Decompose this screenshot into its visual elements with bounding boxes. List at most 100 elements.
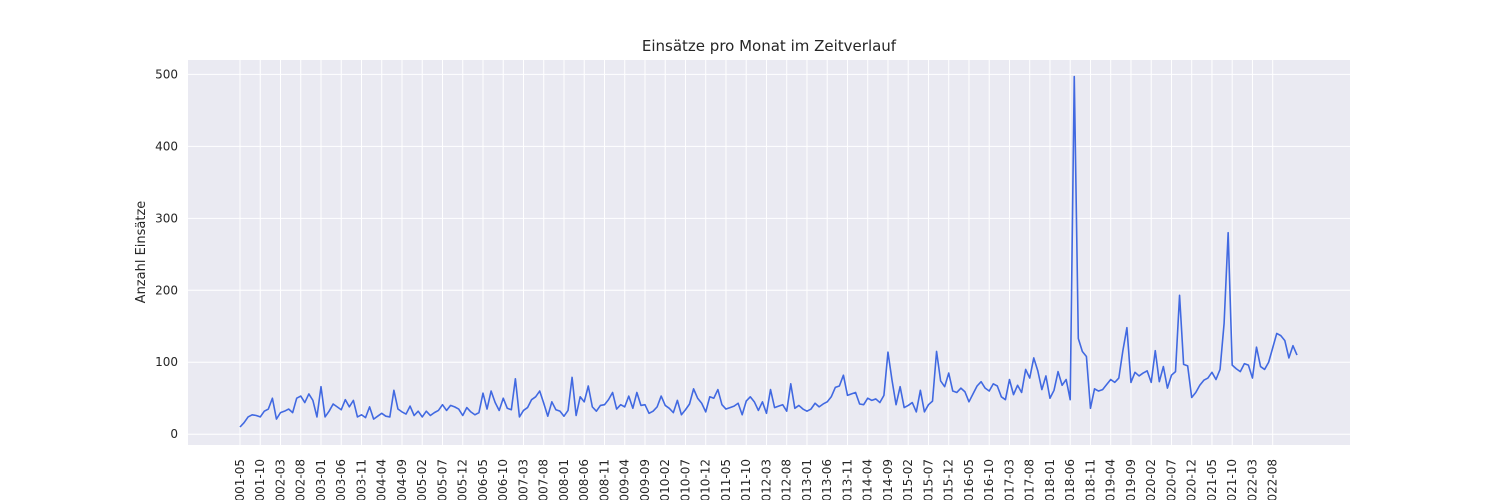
data-point (660, 395, 662, 397)
data-point (802, 408, 804, 410)
data-point (1061, 384, 1063, 386)
x-tick-label: 2013-01 (800, 459, 814, 500)
data-point (834, 386, 836, 388)
data-point (948, 372, 950, 374)
data-point (506, 407, 508, 409)
data-point (782, 404, 784, 406)
data-point (458, 408, 460, 410)
data-point (405, 413, 407, 415)
data-point (972, 393, 974, 395)
data-point (531, 399, 533, 401)
data-point (838, 385, 840, 387)
data-point (996, 385, 998, 387)
x-tick-label: 2008-01 (557, 459, 571, 500)
x-tick-label: 2010-12 (699, 459, 713, 500)
x-tick-label: 2019-04 (1104, 459, 1118, 500)
data-point (624, 406, 626, 408)
data-point (1268, 361, 1270, 363)
data-point (798, 404, 800, 406)
data-point (1102, 389, 1104, 391)
data-point (1150, 381, 1152, 383)
data-point (664, 404, 666, 406)
data-point (790, 383, 792, 385)
data-point (927, 404, 929, 406)
data-point (567, 409, 569, 411)
data-point (984, 387, 986, 389)
data-point (851, 393, 853, 395)
data-point (583, 401, 585, 403)
data-point (1264, 368, 1266, 370)
data-point (514, 378, 516, 380)
data-point (960, 387, 962, 389)
x-tick-label: 2005-07 (435, 459, 449, 500)
data-point (616, 408, 618, 410)
y-tick-label: 100 (155, 355, 178, 369)
data-point (247, 416, 249, 418)
x-tick-label: 2022-03 (1245, 459, 1259, 500)
x-tick-label: 2002-08 (294, 459, 308, 500)
data-point (381, 412, 383, 414)
data-point (385, 415, 387, 417)
data-point (316, 416, 318, 418)
data-point (1215, 379, 1217, 381)
x-tick-label: 2020-02 (1144, 459, 1158, 500)
data-point (822, 403, 824, 405)
data-point (1033, 357, 1035, 359)
data-point (251, 414, 253, 416)
data-point (895, 404, 897, 406)
y-axis-label: Anzahl Einsätze (134, 201, 149, 304)
data-point (765, 412, 767, 414)
data-point (737, 402, 739, 404)
data-point (308, 393, 310, 395)
data-point (1158, 381, 1160, 383)
data-point (701, 402, 703, 404)
data-point (304, 402, 306, 404)
data-point (733, 405, 735, 407)
data-point (280, 412, 282, 414)
data-point (648, 412, 650, 414)
x-tick-label: 2016-05 (962, 459, 976, 500)
data-point (919, 389, 921, 391)
data-point (518, 416, 520, 418)
data-point (373, 418, 375, 420)
data-point (689, 403, 691, 405)
data-point (389, 416, 391, 418)
x-tick-label: 2015-07 (921, 459, 935, 500)
x-tick-label: 2017-03 (1002, 459, 1016, 500)
data-point (964, 391, 966, 393)
x-tick-label: 2018-01 (1043, 459, 1057, 500)
data-point (1187, 365, 1189, 367)
x-tick-label: 2010-07 (678, 459, 692, 500)
data-point (1118, 377, 1120, 379)
data-point (794, 407, 796, 409)
data-point (1089, 407, 1091, 409)
data-point (1239, 371, 1241, 373)
x-tick-label: 2001-05 (233, 459, 247, 500)
data-point (1130, 381, 1132, 383)
x-tick-label: 2020-12 (1185, 459, 1199, 500)
data-point (352, 399, 354, 401)
x-tick-label: 2019-09 (1124, 459, 1138, 500)
data-point (603, 404, 605, 406)
data-point (429, 415, 431, 417)
x-tick-label: 2021-10 (1225, 459, 1239, 500)
x-tick-label: 2004-04 (375, 459, 389, 500)
data-point (1041, 389, 1043, 391)
data-point (774, 407, 776, 409)
data-point (510, 409, 512, 411)
data-point (409, 405, 411, 407)
data-point (1227, 232, 1229, 234)
data-point (595, 410, 597, 412)
data-point (1126, 327, 1128, 329)
data-point (1110, 379, 1112, 381)
data-point (628, 395, 630, 397)
data-point (1134, 371, 1136, 373)
data-point (1166, 387, 1168, 389)
data-point (1191, 397, 1193, 399)
data-point (1094, 388, 1096, 390)
data-point (478, 412, 480, 414)
data-point (899, 386, 901, 388)
data-point (652, 410, 654, 412)
data-point (271, 397, 273, 399)
data-point (923, 411, 925, 413)
